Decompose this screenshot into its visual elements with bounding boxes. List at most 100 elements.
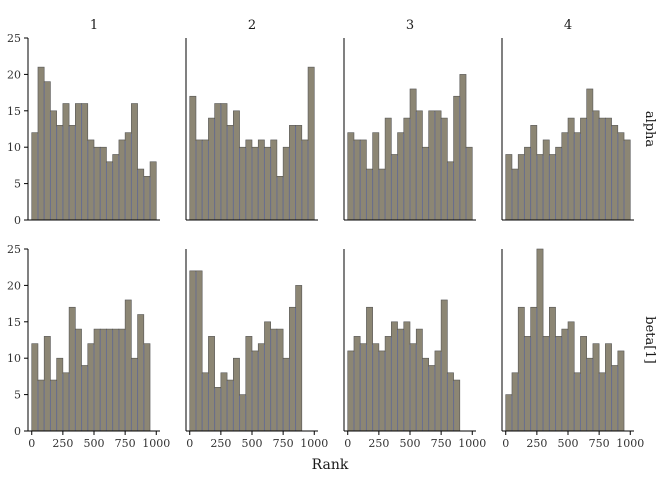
histogram-bar <box>245 336 253 432</box>
histogram-bar <box>366 306 373 432</box>
y-tick-label: 15 <box>7 316 21 329</box>
histogram-bar <box>611 125 619 221</box>
x-tick-label: 0 <box>28 437 35 450</box>
histogram-bar <box>378 350 386 432</box>
histogram-bar <box>567 321 575 432</box>
histogram-bar <box>598 372 606 432</box>
histogram-bar <box>453 379 461 432</box>
y-tick-label: 20 <box>7 279 21 292</box>
histogram-bar <box>245 139 253 221</box>
histogram-bar <box>37 379 45 432</box>
histogram-bar <box>93 328 101 432</box>
histogram-bar <box>536 154 544 221</box>
histogram-bar <box>149 161 157 221</box>
histogram-bar <box>542 139 550 221</box>
histogram-bar <box>505 394 513 432</box>
histogram-bar <box>251 146 259 221</box>
histogram-bar <box>517 306 525 432</box>
histogram-bar <box>62 103 70 221</box>
y-tick-label: 5 <box>14 389 21 402</box>
y-tick-label: 0 <box>14 214 21 227</box>
histogram-bar <box>226 379 234 432</box>
histogram-bar <box>428 110 436 221</box>
histogram-bar <box>511 168 519 221</box>
histogram-bar <box>264 321 271 432</box>
histogram-bar <box>359 139 367 221</box>
histogram-bar <box>530 306 538 432</box>
histogram-bar <box>347 350 355 432</box>
histogram-bar <box>75 328 82 432</box>
histogram-bar <box>106 328 113 432</box>
histogram-bar <box>617 132 625 221</box>
x-tick-label: 1000 <box>142 437 170 450</box>
histogram-bar <box>81 103 89 221</box>
histogram-bar <box>384 336 392 432</box>
histogram-bar <box>118 328 126 432</box>
histogram-bar <box>391 154 398 221</box>
histogram-bar <box>524 336 531 432</box>
x-tick-label: 250 <box>52 437 73 450</box>
histogram-bar <box>549 154 556 221</box>
histogram-bar <box>440 117 448 221</box>
histogram-bar <box>623 139 631 221</box>
histogram-bar <box>409 88 417 221</box>
row-strip-label: beta[1] <box>642 316 657 363</box>
panel <box>185 38 318 221</box>
histogram-bar <box>391 321 398 432</box>
histogram-bar <box>50 379 57 432</box>
panel <box>501 38 634 221</box>
histogram-bar <box>50 110 57 221</box>
histogram-bar <box>573 132 581 221</box>
histogram-bar <box>37 66 45 221</box>
histogram-bar <box>257 343 265 432</box>
x-tick-label: 500 <box>558 437 579 450</box>
histogram-bar <box>372 132 380 221</box>
histogram-bar <box>233 110 240 221</box>
histogram-bar <box>542 336 550 432</box>
histogram-bar <box>143 176 151 221</box>
histogram-bar <box>403 321 411 432</box>
histogram-bar <box>549 306 556 432</box>
histogram-bar <box>465 146 473 221</box>
histogram-bar <box>208 336 215 432</box>
histogram-bar <box>397 328 405 432</box>
histogram-bar <box>611 365 619 432</box>
histogram-bar <box>257 139 265 221</box>
histogram-bar <box>580 336 587 432</box>
x-tick-label: 0 <box>186 437 193 450</box>
histogram-bar <box>301 139 309 221</box>
histogram-bar <box>453 95 461 221</box>
histogram-bar <box>617 350 625 432</box>
histogram-bar <box>233 357 240 432</box>
x-tick-label: 0 <box>502 437 509 450</box>
histogram-bar <box>403 117 411 221</box>
column-strip-label: 1 <box>90 18 98 33</box>
histogram-bar <box>62 372 70 432</box>
column-strip-label: 4 <box>564 18 572 33</box>
x-tick-label: 750 <box>273 437 294 450</box>
histogram-bar <box>214 387 222 432</box>
y-tick-label: 20 <box>7 68 21 81</box>
histogram-bar <box>118 139 126 221</box>
histogram-bar <box>112 328 120 432</box>
histogram-bar <box>75 103 82 221</box>
histogram-bar <box>189 95 197 221</box>
y-tick-label: 0 <box>14 425 21 438</box>
x-tick-label: 1000 <box>300 437 328 450</box>
panel: 0 250 500 750 1000 <box>185 249 328 450</box>
x-tick-label: 750 <box>589 437 610 450</box>
histogram-bar <box>99 328 107 432</box>
panel <box>343 38 476 221</box>
histogram-bar <box>409 343 417 432</box>
x-tick-label: 250 <box>526 437 547 450</box>
histogram-bar <box>353 336 361 432</box>
histogram-bar <box>239 146 247 221</box>
histogram-bar <box>68 306 76 432</box>
y-tick-label: 15 <box>7 105 21 118</box>
histogram-bar <box>270 139 278 221</box>
y-tick-label: 25 <box>7 32 21 45</box>
histogram-bar <box>586 357 594 432</box>
